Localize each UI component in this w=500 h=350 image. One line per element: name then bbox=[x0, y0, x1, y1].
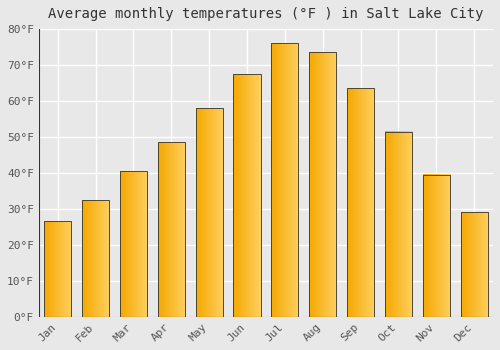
Bar bbox=[44, 222, 72, 317]
Bar bbox=[460, 212, 488, 317]
Bar bbox=[196, 108, 223, 317]
Bar bbox=[422, 175, 450, 317]
Bar bbox=[82, 200, 109, 317]
Bar bbox=[385, 132, 412, 317]
Bar bbox=[271, 43, 298, 317]
Bar bbox=[309, 52, 336, 317]
Bar bbox=[158, 142, 185, 317]
Bar bbox=[347, 89, 374, 317]
Bar bbox=[120, 171, 147, 317]
Bar bbox=[234, 74, 260, 317]
Title: Average monthly temperatures (°F ) in Salt Lake City: Average monthly temperatures (°F ) in Sa… bbox=[48, 7, 484, 21]
